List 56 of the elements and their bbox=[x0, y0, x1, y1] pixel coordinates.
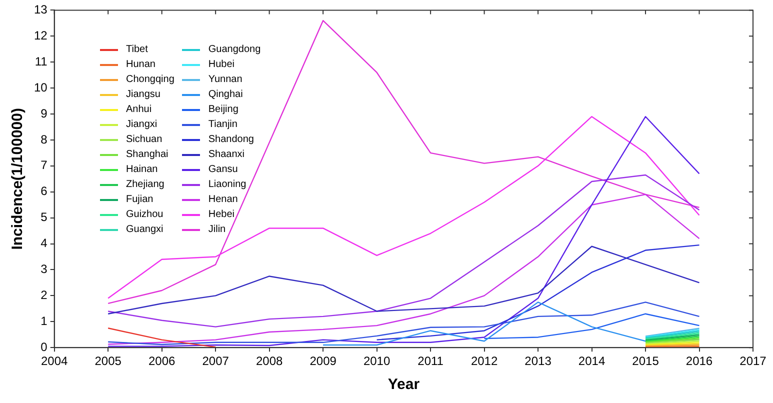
legend-label: Hebei bbox=[208, 209, 235, 220]
x-tick-label: 2011 bbox=[418, 354, 444, 368]
legend-label: Hainan bbox=[126, 164, 158, 175]
y-tick-label: 2 bbox=[40, 288, 48, 302]
y-tick-label: 12 bbox=[34, 28, 48, 42]
legend-label: Jiangsu bbox=[126, 89, 160, 100]
x-tick-label: 2016 bbox=[686, 354, 713, 368]
y-tick-label: 3 bbox=[40, 262, 48, 276]
legend-label: Tianjin bbox=[208, 119, 238, 130]
legend-label: Hubei bbox=[208, 59, 235, 70]
legend-label: Chongqing bbox=[126, 74, 174, 85]
x-tick-label: 2006 bbox=[148, 354, 176, 368]
legend-label: Guangdong bbox=[208, 44, 261, 55]
legend-label: Liaoning bbox=[208, 179, 246, 190]
y-tick-label: 13 bbox=[34, 2, 48, 17]
legend-label: Fujian bbox=[126, 194, 154, 205]
y-tick-label: 6 bbox=[40, 184, 48, 198]
legend-label: Guizhou bbox=[126, 209, 164, 220]
x-tick-label: 2007 bbox=[202, 354, 230, 368]
y-tick-label: 5 bbox=[40, 210, 48, 224]
y-tick-label: 11 bbox=[34, 54, 48, 68]
legend-label: Tibet bbox=[126, 44, 148, 55]
x-tick-label: 2015 bbox=[632, 354, 660, 368]
legend-label: Beijing bbox=[208, 104, 238, 115]
x-tick-label: 2010 bbox=[363, 354, 390, 368]
legend-label: Henan bbox=[208, 194, 238, 205]
legend-label: Shaanxi bbox=[208, 149, 245, 160]
x-tick-label: 2012 bbox=[470, 354, 498, 368]
legend-label: Guangxi bbox=[126, 224, 164, 235]
y-tick-label: 4 bbox=[40, 236, 48, 250]
x-tick-label: 2014 bbox=[578, 354, 606, 368]
y-tick-label: 0 bbox=[40, 340, 48, 354]
legend-label: Yunnan bbox=[208, 74, 242, 85]
legend-label: Shandong bbox=[208, 134, 254, 145]
legend-label: Zhejiang bbox=[126, 179, 164, 190]
legend-label: Shanghai bbox=[126, 149, 168, 160]
x-tick-label: 2008 bbox=[256, 354, 283, 368]
legend-label: Sichuan bbox=[126, 134, 162, 145]
legend-label: Jilin bbox=[208, 224, 226, 235]
x-tick-label: 2005 bbox=[94, 354, 122, 368]
x-tick-label: 2004 bbox=[40, 354, 68, 368]
y-axis-title: Incidence(1/100000) bbox=[9, 108, 26, 250]
x-axis-title: Year bbox=[388, 376, 420, 394]
y-tick-label: 8 bbox=[40, 132, 48, 146]
x-tick-label: 2017 bbox=[740, 354, 767, 368]
y-tick-label: 7 bbox=[40, 158, 48, 172]
x-tick-label: 2009 bbox=[310, 354, 337, 368]
y-tick-label: 10 bbox=[34, 80, 48, 94]
legend-label: Qinghai bbox=[208, 89, 243, 100]
y-tick-label: 1 bbox=[40, 314, 48, 328]
legend-label: Anhui bbox=[126, 104, 152, 115]
y-tick-label: 9 bbox=[40, 106, 48, 120]
legend-label: Gansu bbox=[208, 164, 238, 175]
legend-label: Jiangxi bbox=[126, 119, 158, 130]
legend-label: Hunan bbox=[126, 59, 156, 70]
x-tick-label: 2013 bbox=[524, 354, 552, 368]
